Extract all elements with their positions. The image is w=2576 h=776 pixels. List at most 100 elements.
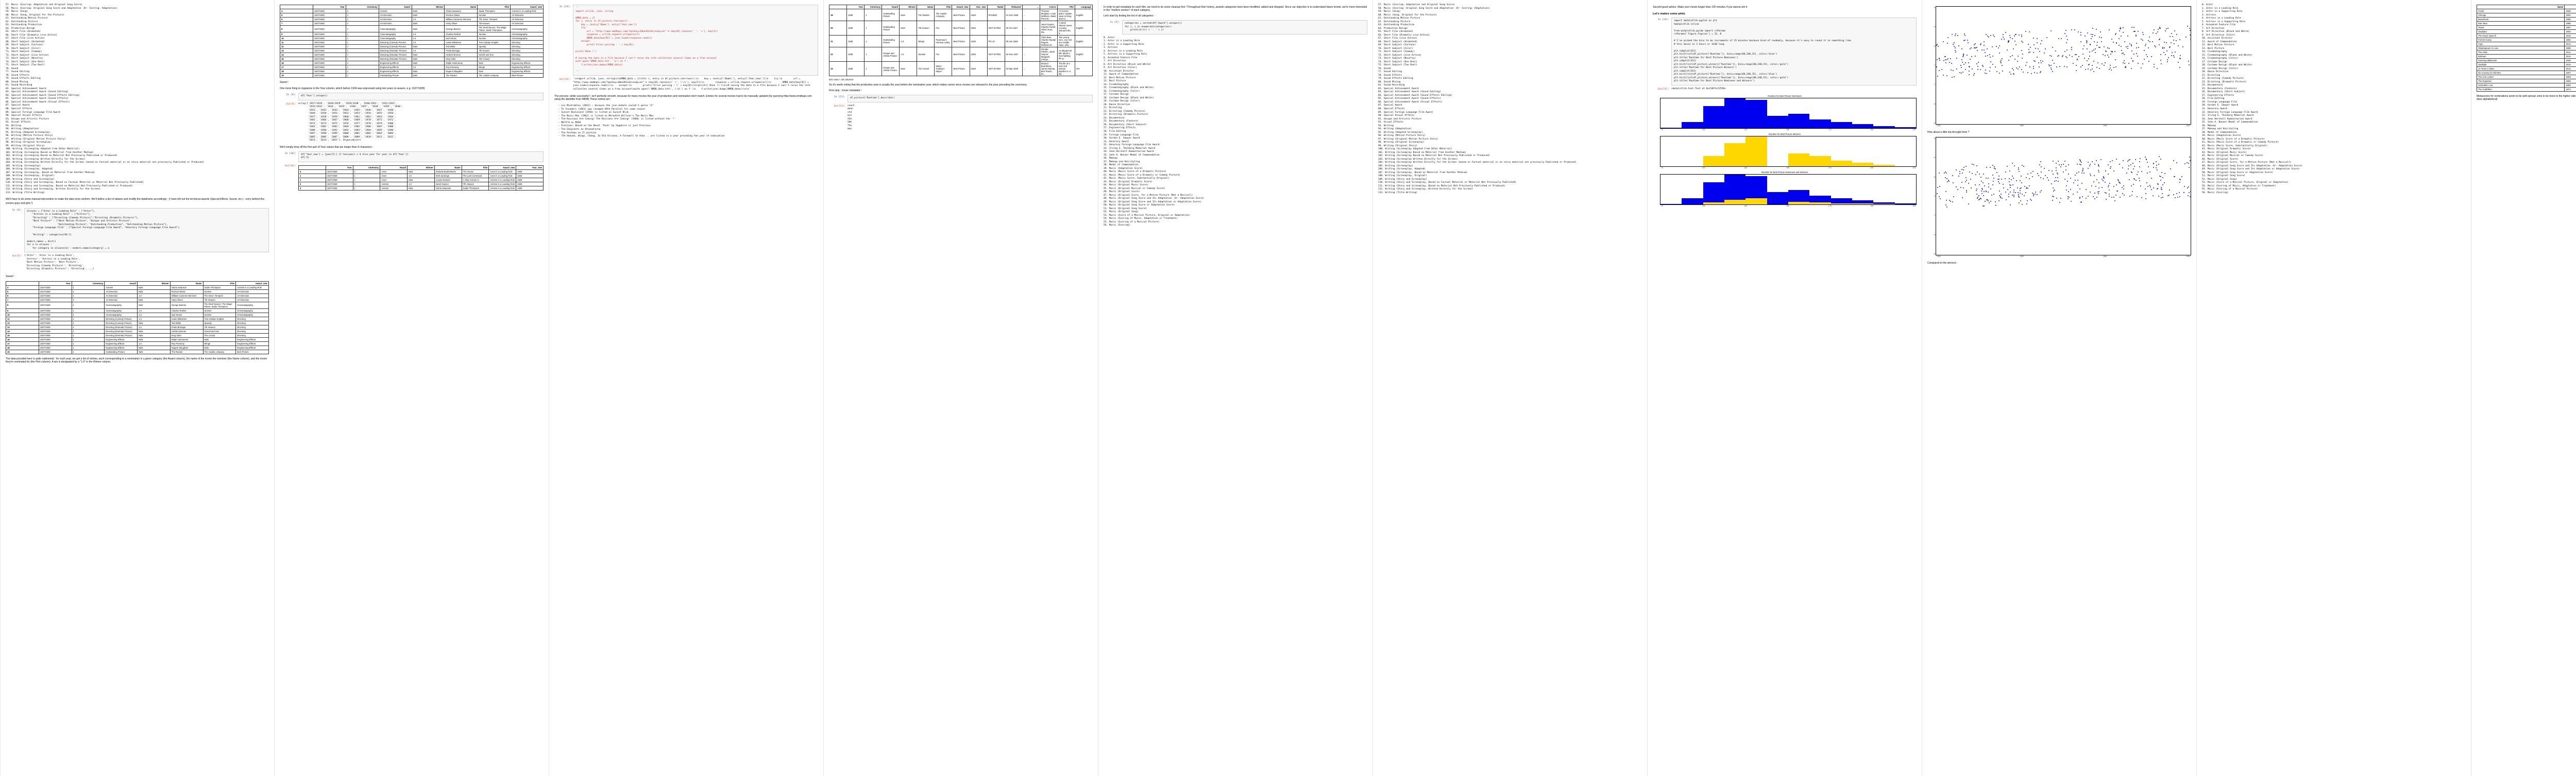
- table-cell: 1928: [516, 181, 544, 186]
- scatter-point: [1989, 66, 1991, 68]
- scatter-point: [2163, 52, 2165, 54]
- table-cell: 14: [280, 53, 313, 57]
- scatter-point: [1963, 33, 1965, 35]
- scatter-point: [1962, 72, 1964, 73]
- omdb-output: '\nimport urllib, json, string\n\nOMDB_d…: [573, 78, 812, 91]
- table-cell: NaN: [411, 21, 445, 26]
- table-row: 7 1927/1928 1 Art Direction NaN Harry Oliver 7…: [280, 21, 544, 26]
- histogram-bar: [1724, 174, 1746, 204]
- table-cell: 1988: [2564, 21, 2576, 26]
- column-header: Year: [846, 5, 865, 9]
- scatter-point: [1942, 41, 1944, 42]
- scatter-point: [2008, 196, 2009, 197]
- scatter-point: [2161, 189, 2163, 191]
- scatter-point: [2155, 46, 2156, 48]
- table-cell: 1.0: [137, 341, 171, 346]
- scatter-point: [2076, 59, 2078, 61]
- table-row: 4 1927/1928 1 Actress NaN Gloria Swanson Sadie…: [280, 9, 544, 13]
- scatter-point: [2123, 62, 2124, 63]
- table-cell: 1: [352, 185, 381, 191]
- scatter-point: [1947, 179, 1949, 181]
- table-cell: 1: [345, 32, 379, 37]
- histogram-bar: [1703, 156, 1724, 166]
- table-row: 18 1927/1928 1 Engineering Effects NaN Nugent…: [280, 69, 544, 74]
- code-cell-omdb[interactable]: In [14]: ''' import urllib, json, string…: [554, 5, 818, 76]
- scatter-point: [1981, 49, 1983, 50]
- scatter-point: [2028, 52, 2029, 54]
- scatter-point: [2173, 43, 2175, 45]
- scatter-point: [2019, 180, 2021, 182]
- scatter-point: [1938, 45, 1939, 47]
- scatter-point: [2189, 196, 2191, 197]
- aliases-code[interactable]: aliases = {"Actor in a Leading Role" : […: [24, 208, 269, 253]
- code-cell-year-unique[interactable]: In [9]: df['Year'].unique(): [280, 93, 544, 100]
- scatter-point: [1961, 66, 1962, 68]
- scatter-point: [1985, 201, 1986, 202]
- scatter-point: [1946, 172, 1947, 174]
- scatter-point: [2006, 166, 2008, 167]
- scatter-point: [2127, 48, 2128, 49]
- table-cell: Herbert Brenon: [170, 329, 204, 334]
- scatter-point: [2053, 191, 2054, 192]
- scatter-point: [2087, 168, 2089, 169]
- scatter-point: [2150, 56, 2152, 58]
- code-cell-runtime-hist[interactable]: In [24]: import matplotlib.pyplot as plt…: [1653, 18, 1917, 85]
- scatter-point: [2115, 195, 2116, 196]
- scatter-point: [2054, 189, 2056, 191]
- categories-code[interactable]: categories = sorted(df['Award'].unique()…: [1122, 20, 1367, 35]
- scatter-point: [2041, 190, 2042, 192]
- axis-tick-label: 200: [1870, 128, 1874, 131]
- output-cell-omdb: Out[14]: '\nimport urllib, json, string\…: [554, 77, 818, 92]
- code-cell-year-new[interactable]: In [10]: df['Year_new'] = [year[5:] if l…: [280, 151, 544, 162]
- describe-code[interactable]: df_picture['Runtime'].describe(): [848, 95, 1093, 102]
- code-cell-aliases[interactable]: In [6]: aliases = {"Actor in a Leading R…: [6, 208, 269, 253]
- runtime-hist-code[interactable]: import matplotlib.pyplot as plt %matplot…: [1671, 18, 1917, 85]
- column-header: Winner: [407, 165, 435, 170]
- table-row: 0 1927/1928 1 Actor NaN Richard Barthelmess Th…: [298, 169, 544, 174]
- table-cell: Best Picture: [235, 349, 269, 354]
- scatter-point: [1987, 35, 1988, 37]
- scatter-point: [2157, 183, 2159, 185]
- table-cell: 10: [6, 312, 39, 317]
- table-cell: 1: [345, 40, 379, 45]
- histogram-bar: [1682, 198, 1703, 204]
- scatter-point: [2014, 41, 2016, 42]
- histogram-bar: [1809, 119, 1831, 128]
- table-row: No Country for Old Men200791: [2476, 71, 2576, 75]
- histogram-bar: [1809, 196, 1831, 204]
- scatter-point: [2136, 47, 2138, 48]
- scatter-point: [2188, 61, 2190, 62]
- code-cell-describe[interactable]: In [21]: df_picture['Runtime'].describe(…: [829, 95, 1093, 102]
- table-cell: Directing: [235, 320, 269, 325]
- scatter-point: [1948, 199, 1950, 201]
- table-row: Chicago200281: [2476, 13, 2576, 18]
- histogram-bin: [1788, 175, 1810, 204]
- output-prompt: Out[24]:: [1657, 88, 1669, 91]
- scatter-point: [1976, 171, 1978, 173]
- scatter-point: [2166, 50, 2167, 52]
- table-cell: Best Picture: [952, 9, 970, 21]
- table-cell: Gloria Swanson: [170, 285, 204, 290]
- histogram-bar: [1724, 98, 1746, 128]
- scatter-point: [1977, 49, 1978, 51]
- table-cell: 1928: [516, 185, 544, 191]
- year-unique-code[interactable]: df['Year'].unique(): [298, 93, 544, 100]
- table-cell: 1: [71, 329, 105, 334]
- table-cell: 1927/1928: [325, 185, 353, 191]
- scatter-point: [2190, 29, 2191, 31]
- histogram-bar: [1894, 203, 1916, 204]
- scatter-point: [1950, 58, 1952, 59]
- scatter-point: [2120, 28, 2122, 30]
- histogram-bin: [1660, 136, 1682, 166]
- omdb-fetch-code[interactable]: ''' import urllib, json, string OMDB_dat…: [573, 5, 818, 76]
- scatter-point: [2126, 172, 2128, 174]
- output-cell-year-array: Out[9]: array(['1927/1928', '1928/1929',…: [280, 102, 544, 143]
- scatter-point: [2146, 172, 2148, 174]
- table-cell: 7th Heaven: [477, 21, 511, 26]
- axis-tick-label: 150: [1786, 204, 1789, 207]
- table-cell: Frank Borzage: [444, 48, 478, 53]
- year-new-code[interactable]: df['Year_new'] = [year[5:] if len(year) …: [298, 151, 544, 162]
- table-cell: Thomas Meighan, Louis Wolheim, Marie Pre…: [1039, 9, 1058, 21]
- table-cell: Engineering Effects: [104, 345, 138, 350]
- code-cell-categories[interactable]: In [5]: categories = sorted(df['Award'].…: [1104, 20, 1367, 35]
